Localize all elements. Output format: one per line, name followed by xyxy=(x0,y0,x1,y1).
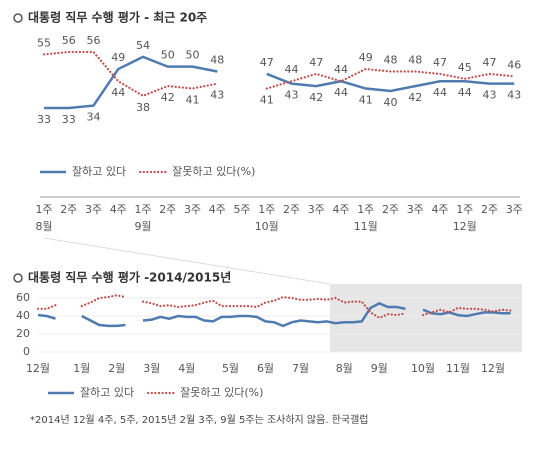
y-tick-label: 0 xyxy=(23,345,30,358)
x-tick-label: 3주 xyxy=(308,203,325,216)
x-tick-label: 2주 xyxy=(382,203,399,216)
data-label: 43 xyxy=(285,89,299,102)
x-tick-label: 2주 xyxy=(481,203,498,216)
series-line xyxy=(44,55,515,110)
x-tick-label: 5월 xyxy=(222,362,239,375)
x-tick-label: 2주 xyxy=(283,203,300,216)
legend-label: 잘하고 있다 xyxy=(80,385,134,399)
connector xyxy=(43,237,331,285)
data-label: 47 xyxy=(309,56,323,69)
series-line xyxy=(37,302,511,328)
data-label: 44 xyxy=(433,86,447,99)
data-label: 55 xyxy=(37,36,51,49)
x-tick-label: 4주 xyxy=(431,203,448,216)
x-tick-label: 4주 xyxy=(110,203,127,216)
data-label: 54 xyxy=(136,39,150,52)
series-line xyxy=(42,50,516,98)
data-label: 42 xyxy=(309,91,323,104)
highlight-region xyxy=(330,284,522,352)
data-label: 44 xyxy=(334,86,348,99)
x-tick-label: 3주 xyxy=(85,203,102,216)
data-label: 48 xyxy=(210,53,224,66)
x-tick-label: 2주 xyxy=(60,203,77,216)
x-tick-label: 3주 xyxy=(184,203,201,216)
data-label: 41 xyxy=(359,94,373,107)
data-label: 56 xyxy=(62,34,76,47)
legend-label: 잘못하고 있다(%) xyxy=(172,164,255,178)
data-label: 48 xyxy=(408,53,422,66)
data-label: 44 xyxy=(285,63,299,76)
x-tick-label: 3주 xyxy=(506,203,523,216)
x-tick-label: 9월 xyxy=(371,362,388,375)
x-tick-label: 12월 xyxy=(481,362,505,375)
data-label: 46 xyxy=(507,58,521,71)
x-tick-label: 2월 xyxy=(108,362,125,375)
x-tick-label: 1주 xyxy=(134,203,151,216)
data-label: 42 xyxy=(408,91,422,104)
x-tick-label: 6월 xyxy=(257,362,274,375)
legend-label: 잘못하고 있다(%) xyxy=(180,385,263,399)
data-label: 43 xyxy=(483,89,497,102)
x-tick-label: 4주 xyxy=(209,203,226,216)
chart-title: 대통령 직무 수행 평가 -2014/2015년 xyxy=(28,270,231,285)
footnote: *2014년 12월 4주, 5주, 2015년 2월 3주, 9월 5주는 조… xyxy=(30,413,368,426)
x-group-label: 9월 xyxy=(134,220,151,233)
x-group-label: 11월 xyxy=(354,220,378,233)
x-tick-label: 10월 xyxy=(411,362,435,375)
y-tick-label: 40 xyxy=(16,309,30,322)
chart-title: 대통령 직무 수행 평가 - 최근 20주 xyxy=(28,10,207,25)
y-tick-label: 20 xyxy=(16,327,30,340)
x-tick-label: 12월 xyxy=(26,362,50,375)
data-label: 44 xyxy=(458,86,472,99)
data-label: 50 xyxy=(186,49,200,62)
data-label: 45 xyxy=(458,61,472,74)
title-icon xyxy=(13,13,23,23)
data-label: 44 xyxy=(334,63,348,76)
data-label: 44 xyxy=(111,86,125,99)
data-label: 40 xyxy=(384,96,398,109)
x-tick-label: 4주 xyxy=(332,203,349,216)
x-tick-label: 1월 xyxy=(73,362,90,375)
data-label: 42 xyxy=(161,91,175,104)
data-label: 56 xyxy=(87,34,101,47)
x-tick-label: 2주 xyxy=(159,203,176,216)
x-tick-label: 1주 xyxy=(258,203,275,216)
x-tick-label: 8월 xyxy=(336,362,353,375)
data-label: 43 xyxy=(210,89,224,102)
data-label: 43 xyxy=(507,89,521,102)
x-tick-label: 1주 xyxy=(456,203,473,216)
x-tick-label: 3주 xyxy=(407,203,424,216)
x-tick-label: 1주 xyxy=(357,203,374,216)
x-tick-label: 7월 xyxy=(292,362,309,375)
y-tick-label: 60 xyxy=(16,291,30,304)
data-label: 50 xyxy=(161,49,175,62)
legend-label: 잘하고 있다 xyxy=(72,164,126,178)
x-tick-label: 1주 xyxy=(35,203,52,216)
data-label: 38 xyxy=(136,101,150,114)
data-label: 49 xyxy=(359,51,373,64)
x-tick-label: 11월 xyxy=(446,362,470,375)
data-label: 47 xyxy=(433,56,447,69)
x-group-label: 10월 xyxy=(255,220,279,233)
data-label: 47 xyxy=(260,56,274,69)
x-group-label: 8월 xyxy=(35,220,52,233)
data-label: 41 xyxy=(186,94,200,107)
data-label: 41 xyxy=(260,94,274,107)
x-tick-label: 4월 xyxy=(178,362,195,375)
title-icon xyxy=(13,273,23,283)
data-label: 48 xyxy=(384,53,398,66)
data-label: 47 xyxy=(483,56,497,69)
data-label: 33 xyxy=(62,113,76,126)
data-label: 33 xyxy=(37,113,51,126)
data-label: 49 xyxy=(111,51,125,64)
data-label: 34 xyxy=(87,111,101,124)
x-tick-label: 3월 xyxy=(143,362,160,375)
x-group-label: 12월 xyxy=(453,220,477,233)
x-tick-label: 5주 xyxy=(233,203,250,216)
